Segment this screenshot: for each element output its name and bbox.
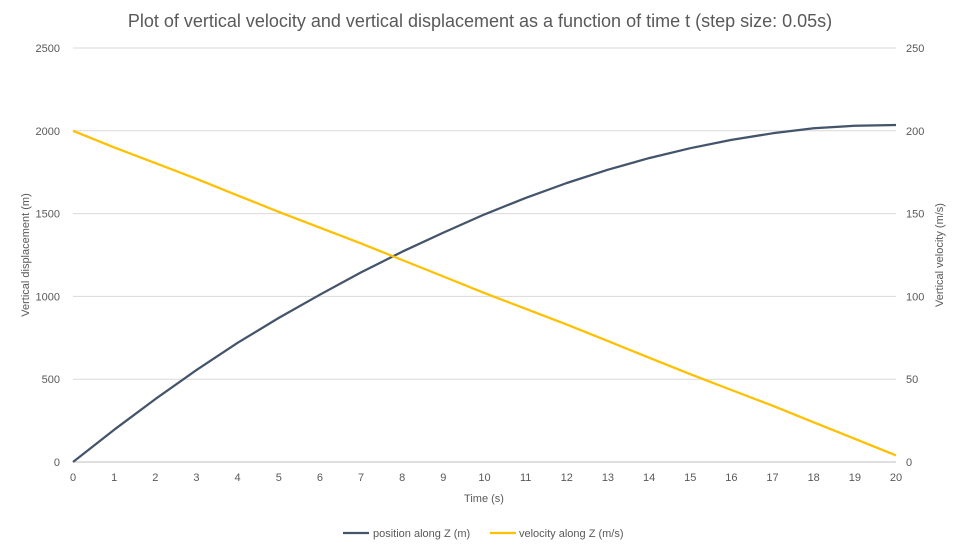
x-tick-label: 19 bbox=[849, 472, 861, 484]
x-tick-label: 14 bbox=[643, 472, 655, 484]
x-tick-label: 4 bbox=[235, 472, 241, 484]
y-right-tick-label: 50 bbox=[906, 374, 918, 386]
x-axis-title: Time (s) bbox=[464, 493, 504, 505]
y-right-tick-labels: 0 50 100 150 200 250 bbox=[906, 43, 924, 469]
chart-title: Plot of vertical velocity and vertical d… bbox=[128, 11, 832, 31]
y-left-tick-label: 0 bbox=[54, 457, 60, 469]
x-tick-label: 18 bbox=[808, 472, 820, 484]
y-right-tick-label: 200 bbox=[906, 126, 924, 138]
x-tick-label: 2 bbox=[152, 472, 158, 484]
x-tick-label: 7 bbox=[358, 472, 364, 484]
x-tick-label: 8 bbox=[399, 472, 405, 484]
x-tick-label: 15 bbox=[684, 472, 696, 484]
series-lines bbox=[72, 123, 897, 463]
y-left-tick-label: 1000 bbox=[36, 291, 60, 303]
legend: position along Z (m) velocity along Z (m… bbox=[343, 528, 624, 540]
x-tick-label: 10 bbox=[478, 472, 490, 484]
series-line-velocity bbox=[72, 129, 897, 457]
y-right-tick-label: 0 bbox=[906, 457, 912, 469]
x-tick-label: 9 bbox=[440, 472, 446, 484]
y-left-tick-labels: 0 500 1000 1500 2000 2500 bbox=[36, 43, 60, 469]
x-tick-label: 5 bbox=[276, 472, 282, 484]
y-left-tick-label: 500 bbox=[42, 374, 60, 386]
y-right-tick-label: 100 bbox=[906, 291, 924, 303]
x-tick-label: 6 bbox=[317, 472, 323, 484]
series-line-position bbox=[72, 123, 897, 463]
y-left-axis-title: Vertical displacement (m) bbox=[20, 193, 32, 317]
legend-label-position: position along Z (m) bbox=[373, 528, 470, 540]
x-tick-label: 16 bbox=[725, 472, 737, 484]
x-tick-label: 0 bbox=[70, 472, 76, 484]
x-tick-label: 17 bbox=[766, 472, 778, 484]
y-right-axis-title: Vertical velocity (m/s) bbox=[934, 203, 946, 307]
x-tick-label: 12 bbox=[561, 472, 573, 484]
y-left-tick-label: 1500 bbox=[36, 209, 60, 221]
y-left-tick-label: 2500 bbox=[36, 43, 60, 55]
x-tick-label: 3 bbox=[193, 472, 199, 484]
legend-label-velocity: velocity along Z (m/s) bbox=[519, 528, 624, 540]
y-left-tick-label: 2000 bbox=[36, 126, 60, 138]
x-tick-labels: 0 1 2 3 4 5 6 7 8 9 10 11 12 13 14 15 16 17 18 19 20 bbox=[70, 472, 902, 484]
x-tick-label: 1 bbox=[111, 472, 117, 484]
x-tick-label: 13 bbox=[602, 472, 614, 484]
y-right-tick-label: 250 bbox=[906, 43, 924, 55]
x-tick-label: 20 bbox=[890, 472, 902, 484]
x-tick-label: 11 bbox=[520, 472, 531, 484]
y-right-tick-label: 150 bbox=[906, 209, 924, 221]
